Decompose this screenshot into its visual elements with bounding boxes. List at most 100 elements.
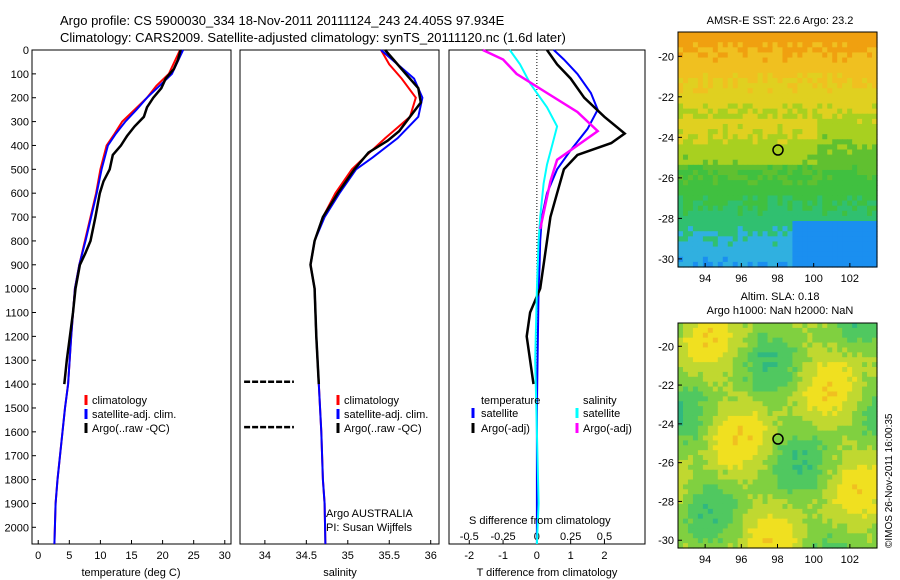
map-cell [872, 57, 878, 64]
map-cell [692, 440, 699, 446]
map-cell [702, 513, 709, 520]
map-cell [757, 420, 764, 427]
map-cell [847, 190, 853, 197]
map-cell [787, 37, 794, 43]
map-cell [802, 123, 808, 130]
map-cell [762, 425, 769, 432]
map-cell [832, 435, 838, 441]
map-cell [792, 381, 798, 388]
map-cell [792, 435, 798, 441]
map-cell [827, 362, 833, 368]
map-cell [762, 508, 769, 515]
map-cell [782, 323, 789, 329]
map-cell [867, 396, 873, 402]
map-cell [702, 123, 709, 130]
map-cell [777, 231, 784, 237]
map-cell [842, 144, 848, 151]
map-cell [857, 256, 863, 263]
map-cell [872, 62, 878, 69]
map-cell [687, 175, 694, 181]
map-cell [817, 513, 823, 520]
map-cell [717, 67, 724, 74]
map-cell [817, 401, 823, 407]
map-cell [762, 83, 769, 89]
map-cell [727, 450, 734, 456]
map-cell [722, 180, 729, 186]
salinity-x-axis-label: salinity [323, 567, 357, 579]
map-cell [682, 62, 689, 69]
map-cell [777, 523, 784, 530]
map-cell [707, 352, 714, 358]
map-cell [678, 200, 684, 207]
map-cell [702, 411, 709, 417]
map-cell [797, 113, 803, 120]
map-cell [837, 72, 843, 79]
map-cell [872, 347, 878, 353]
map-cell [742, 362, 749, 368]
map-cell [682, 411, 689, 417]
map-cell [797, 139, 803, 145]
map-cell [692, 251, 699, 258]
map-cell [707, 528, 714, 534]
map-cell [777, 386, 784, 393]
map-cell [842, 367, 848, 373]
map-cell [717, 440, 724, 446]
map-cell [827, 342, 833, 349]
map-cell [782, 391, 789, 397]
map-cell [817, 435, 823, 441]
map-cell [697, 450, 704, 456]
map-cell [682, 543, 689, 549]
map-cell [757, 57, 764, 64]
map-cell [752, 57, 759, 64]
map-cell [847, 195, 853, 202]
map-cell [807, 503, 813, 510]
map-cell [782, 342, 789, 349]
map-cell [792, 164, 798, 171]
map-cell [767, 401, 774, 407]
map-cell [737, 533, 744, 539]
x-tick-label: 35.5 [379, 550, 400, 562]
map-cell [727, 381, 734, 388]
map-cell [822, 538, 828, 544]
map-cell [872, 323, 878, 329]
map-cell [807, 154, 813, 161]
map-cell [812, 52, 818, 59]
map-cell [817, 195, 823, 202]
map-cell [772, 180, 779, 186]
map-cell [702, 159, 709, 166]
map-cell [802, 113, 808, 120]
map-cell [712, 159, 719, 166]
map-cell [812, 246, 818, 253]
map-cell [782, 440, 789, 446]
legend-label-argo: Argo(..raw -QC) [344, 423, 422, 435]
map-cell [722, 332, 729, 339]
map-cell [762, 32, 769, 38]
map-cell [807, 337, 813, 344]
map-cell [852, 113, 858, 120]
map-cell [862, 251, 868, 258]
map-cell [722, 533, 729, 539]
map-cell [802, 241, 808, 248]
map-cell [852, 415, 858, 422]
map-cell [857, 185, 863, 191]
map-cell [678, 513, 684, 520]
map-cell [762, 332, 769, 339]
map-cell [832, 52, 838, 59]
map-cell [842, 430, 848, 437]
map-cell [712, 154, 719, 161]
map-cell [692, 386, 699, 393]
map-cell [782, 175, 789, 181]
map-cell [842, 175, 848, 181]
map-cell [777, 371, 784, 378]
map-cell [807, 47, 813, 54]
map-cell [747, 474, 754, 481]
map-cell [697, 32, 704, 38]
map-cell [837, 347, 843, 353]
map-cell [702, 246, 709, 253]
map-cell [847, 251, 853, 258]
map-cell [847, 484, 853, 490]
map-cell [757, 538, 764, 544]
map-cell [837, 332, 843, 339]
map-cell [797, 376, 803, 383]
map-cell [827, 129, 833, 135]
